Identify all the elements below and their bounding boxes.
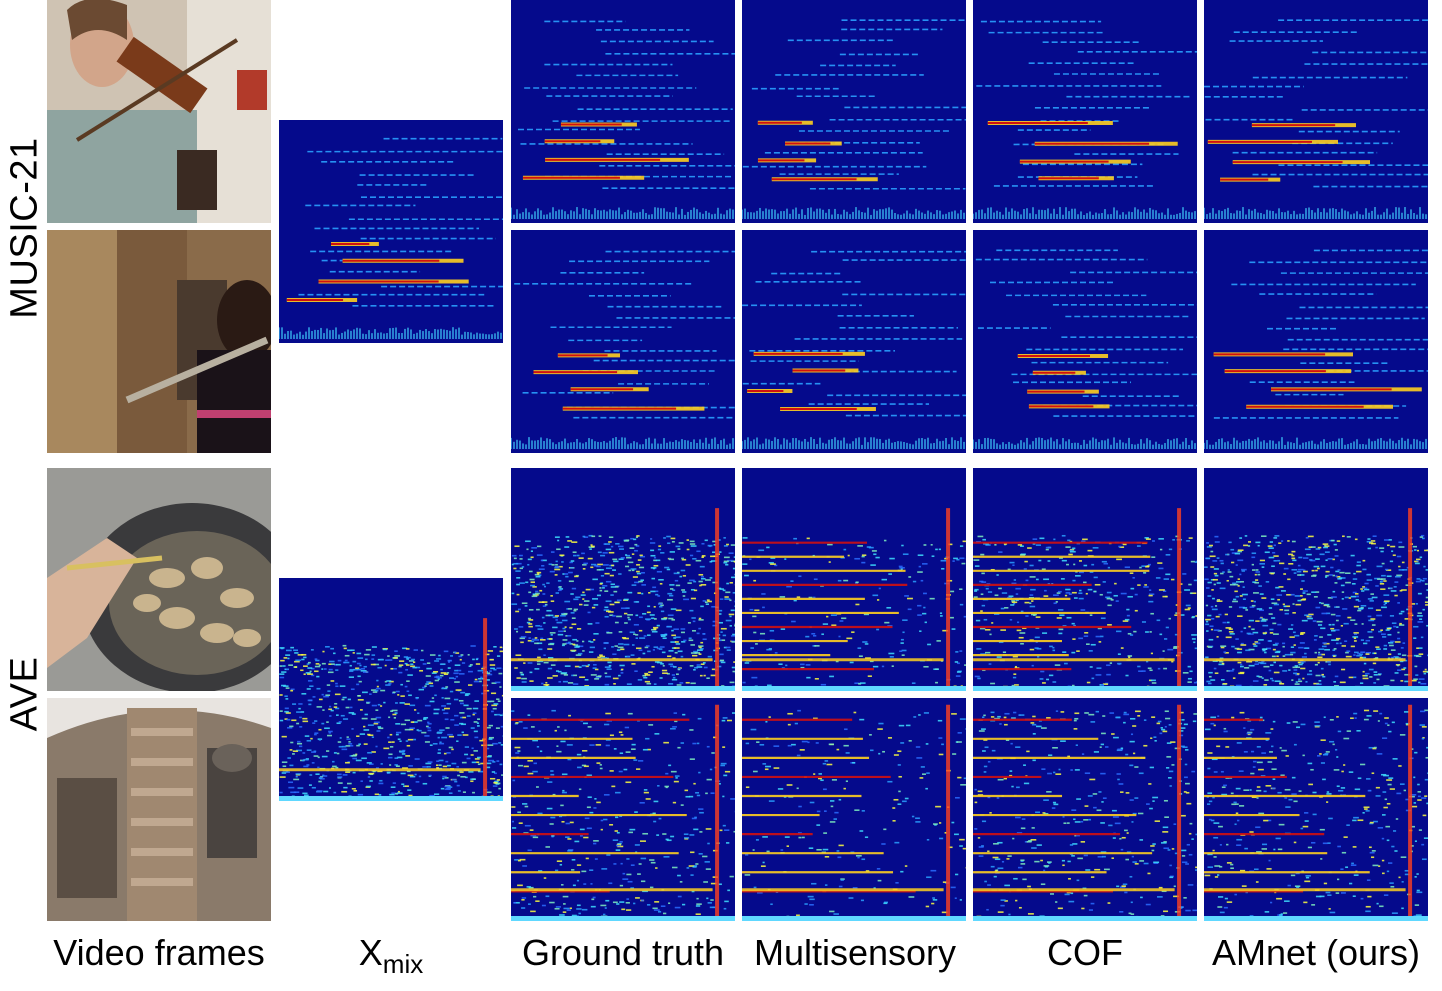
spectrogram-texture: [973, 0, 1197, 223]
spectrogram-texture: [1204, 230, 1428, 453]
spectrogram-texture: [742, 0, 966, 223]
spectrogram-texture: [973, 698, 1197, 921]
xmix-spectrogram-music: [279, 120, 503, 343]
spectrogram-texture: [279, 578, 503, 801]
cof-spectrogram-violin: [973, 0, 1197, 223]
cof-spectrogram-frying: [973, 468, 1197, 691]
spectrogram-texture: [973, 230, 1197, 453]
flute-player-frame: [47, 230, 271, 453]
row-label-music21: MUSIC-21: [4, 137, 47, 318]
ground-truth-spectrogram-bell: [511, 698, 735, 921]
bell-tower-frame: [47, 698, 271, 921]
xmix-label-subscript: mix: [383, 949, 423, 979]
column-label-multisensory: Multisensory: [740, 926, 970, 980]
amnet-spectrogram-flute: [1204, 230, 1428, 453]
cof-spectrogram-bell: [973, 698, 1197, 921]
violin-player-frame: [47, 0, 271, 223]
ground-truth-spectrogram-frying: [511, 468, 735, 691]
ground-truth-spectrogram-flute: [511, 230, 735, 453]
spectrogram-texture: [511, 698, 735, 921]
spectrogram-texture: [511, 230, 735, 453]
spectrogram-texture: [1204, 468, 1428, 691]
amnet-spectrogram-frying: [1204, 468, 1428, 691]
column-label-xmix: Xmix: [279, 926, 503, 980]
column-label-amnet: AMnet (ours): [1196, 926, 1436, 980]
spectrogram-texture: [1204, 0, 1428, 223]
column-label-cof: COF: [973, 926, 1197, 980]
multisensory-spectrogram-flute: [742, 230, 966, 453]
column-label-ground-truth: Ground truth: [506, 926, 740, 980]
xmix-spectrogram-ave: [279, 578, 503, 801]
spectrogram-texture: [511, 0, 735, 223]
row-label-ave: AVE: [4, 657, 47, 732]
spectrogram-texture: [973, 468, 1197, 691]
spectrogram-texture: [1204, 698, 1428, 921]
column-label-video-frames: Video frames: [47, 926, 271, 980]
frying-pan-frame: [47, 468, 271, 691]
cof-spectrogram-flute: [973, 230, 1197, 453]
ground-truth-spectrogram-violin: [511, 0, 735, 223]
spectrogram-texture: [742, 698, 966, 921]
multisensory-spectrogram-violin: [742, 0, 966, 223]
xmix-label-base: X: [359, 932, 383, 973]
amnet-spectrogram-violin: [1204, 0, 1428, 223]
amnet-spectrogram-bell: [1204, 698, 1428, 921]
spectrogram-texture: [511, 468, 735, 691]
spectrogram-texture: [742, 468, 966, 691]
spectrogram-texture: [279, 120, 503, 343]
spectrogram-texture: [742, 230, 966, 453]
multisensory-spectrogram-frying: [742, 468, 966, 691]
multisensory-spectrogram-bell: [742, 698, 966, 921]
